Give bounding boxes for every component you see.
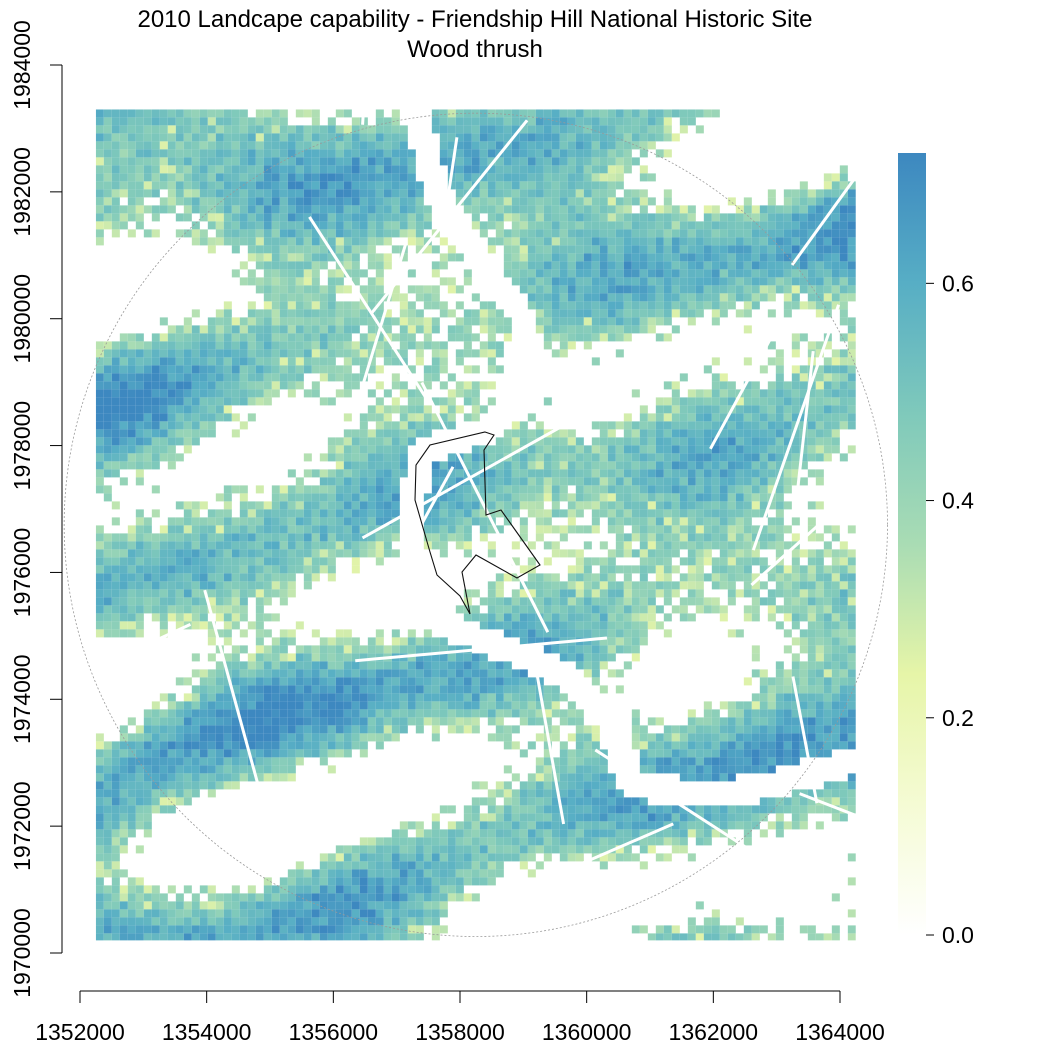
x-tick-label: 1360000	[542, 1019, 632, 1045]
x-tick-label: 1356000	[289, 1019, 379, 1045]
road-line	[441, 137, 459, 231]
park-boundary	[414, 431, 541, 615]
y-tick-label: 1972000	[9, 781, 35, 871]
color-legend: 0.0 0.2 0.4 0.6	[898, 153, 974, 948]
road-line	[594, 748, 829, 902]
road-line	[370, 119, 529, 314]
x-tick-label: 1354000	[162, 1019, 252, 1045]
road-line	[751, 304, 841, 551]
road-line	[203, 589, 262, 792]
map-title: 2010 Landcape capability - Friendship Hi…	[137, 6, 813, 33]
y-tick-label: 1980000	[9, 274, 35, 364]
road-line	[530, 648, 566, 825]
road-line	[791, 676, 819, 804]
map-subtitle: Wood thrush	[407, 36, 543, 63]
road-line	[790, 178, 856, 266]
legend-tick-label: 0.4	[942, 488, 974, 514]
road-line	[308, 216, 431, 405]
y-tick-label: 1970000	[9, 908, 35, 998]
road-line	[709, 337, 772, 450]
road-line	[361, 396, 614, 540]
y-tick-label: 1984000	[9, 20, 35, 110]
road-line	[355, 241, 408, 406]
y-tick-label: 1974000	[9, 655, 35, 745]
x-tick-label: 1362000	[669, 1019, 759, 1045]
road-line	[268, 764, 392, 794]
road-line	[368, 466, 455, 620]
x-tick-label: 1364000	[795, 1019, 885, 1045]
road-line	[95, 623, 192, 670]
y-tick-label: 1982000	[9, 147, 35, 237]
road-line	[799, 792, 856, 818]
x-tick-label: 1352000	[35, 1019, 125, 1045]
x-tick-label: 1358000	[415, 1019, 505, 1045]
legend-tick-label: 0.6	[942, 270, 974, 296]
y-tick-label: 1978000	[9, 401, 35, 491]
study-area-circle	[63, 112, 888, 937]
legend-tick-label: 0.0	[942, 922, 974, 948]
road-line	[420, 381, 550, 633]
y-axis: 1970000 1972000 1974000 1976000 1978000 19800…	[9, 20, 63, 998]
x-axis: 1352000 1354000 1356000 1358000 1360000 13620…	[35, 990, 885, 1045]
road-line	[361, 109, 366, 125]
legend-tick-label: 0.2	[942, 705, 974, 731]
road-line	[451, 822, 674, 922]
road-line	[750, 489, 856, 587]
y-tick-label: 1976000	[9, 528, 35, 618]
road-line	[355, 636, 608, 663]
map-overlays	[63, 112, 888, 937]
road-line	[795, 350, 815, 495]
legend-colorbar	[898, 153, 926, 935]
capability-raster	[95, 109, 856, 941]
